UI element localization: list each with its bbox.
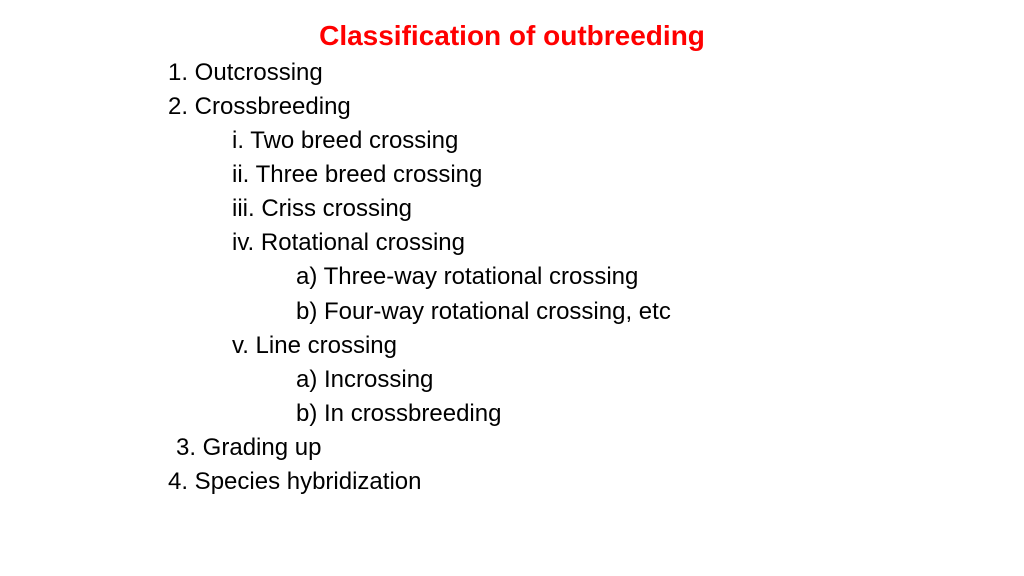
line-11: b) In crossbreeding	[296, 397, 1024, 431]
line-12: 3. Grading up	[176, 431, 1024, 465]
slide-title: Classification of outbreeding	[0, 20, 1024, 52]
line-13: 4. Species hybridization	[168, 465, 1024, 499]
slide-container: Classification of outbreeding 1. Outcros…	[0, 0, 1024, 499]
line-2: 2. Crossbreeding	[168, 90, 1024, 124]
line-9: v. Line crossing	[232, 329, 1024, 363]
line-5: iii. Criss crossing	[232, 192, 1024, 226]
line-7: a) Three-way rotational crossing	[296, 260, 1024, 294]
slide-content: 1. Outcrossing 2. Crossbreeding i. Two b…	[168, 56, 1024, 499]
line-6: iv. Rotational crossing	[232, 226, 1024, 260]
line-8: b) Four-way rotational crossing, etc	[296, 295, 1024, 329]
line-3: i. Two breed crossing	[232, 124, 1024, 158]
line-4: ii. Three breed crossing	[232, 158, 1024, 192]
line-1: 1. Outcrossing	[168, 56, 1024, 90]
line-10: a) Incrossing	[296, 363, 1024, 397]
